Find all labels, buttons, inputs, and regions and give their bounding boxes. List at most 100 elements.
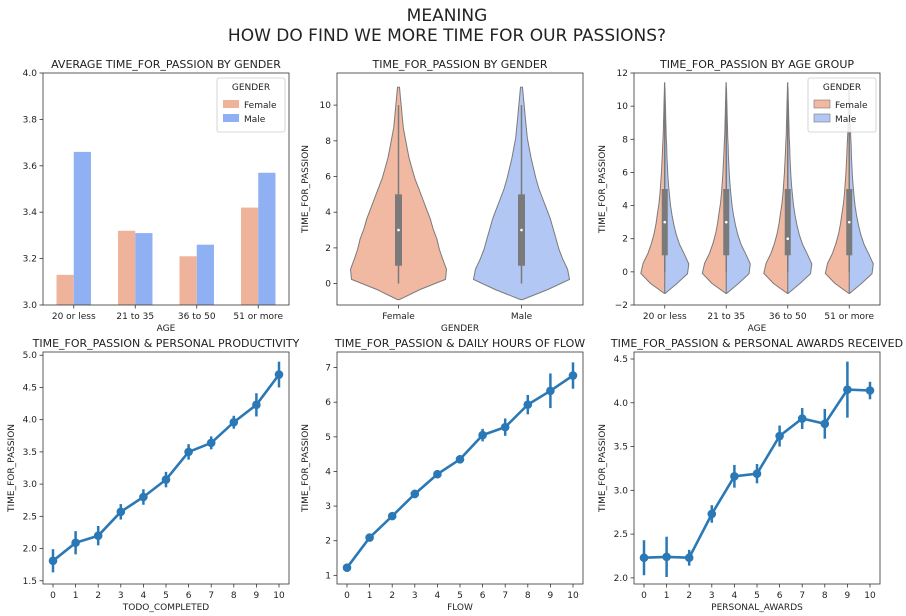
- x-tick-label: 2: [686, 591, 692, 601]
- data-point: [568, 371, 578, 380]
- data-point: [546, 386, 555, 396]
- bar-male: [73, 151, 91, 305]
- data-point: [639, 553, 649, 563]
- axes-frame: [42, 72, 290, 306]
- y-tick-label: 12: [617, 69, 628, 79]
- x-tick-label: 51 or more: [233, 312, 283, 322]
- box-iqr: [784, 189, 791, 256]
- chart-6: 2.0 2.5 3.0 3.5 4.0 4.5 0 1 2 3 4 5 6 7 8 9 10 TIME_FOR_P…: [598, 337, 903, 613]
- x-tick-label: 10: [273, 591, 285, 601]
- chart-title: TIME_FOR_PASSION & DAILY HOURS OF FLOW: [334, 337, 585, 350]
- legend-title: GENDER: [232, 83, 270, 93]
- x-axis-label: FLOW: [447, 603, 473, 613]
- y-tick-label: 0: [622, 268, 628, 278]
- x-tick-label: 0: [344, 591, 350, 601]
- data-point: [523, 400, 533, 409]
- bar-male: [258, 172, 276, 305]
- chart-3: −2 0 2 4 6 8 10 12 20 or less 21 to 35 36 to 50 51 …: [598, 58, 881, 334]
- y-axis-label: TIME_FOR_PASSION: [301, 145, 311, 234]
- y-tick-label: 7: [325, 364, 331, 374]
- data-point: [48, 556, 58, 566]
- x-tick-label: 2: [389, 591, 395, 601]
- y-tick-label: 2.0: [614, 574, 629, 584]
- axes-frame: [633, 72, 881, 306]
- violin-female: [763, 82, 789, 294]
- y-tick-label: 5: [325, 433, 331, 443]
- data-point: [478, 430, 487, 440]
- x-tick-label: 0: [641, 591, 647, 601]
- x-axis-label: AGE: [157, 324, 176, 334]
- x-tick-label: 36 to 50: [178, 312, 216, 322]
- x-tick-label: 21 to 35: [116, 312, 154, 322]
- box-median: [397, 228, 400, 232]
- y-tick-label: 2.5: [23, 512, 37, 522]
- y-tick-label: 3.5: [23, 448, 37, 458]
- y-tick-label: 2: [325, 244, 331, 254]
- y-tick-label: 4.0: [614, 399, 629, 409]
- x-tick-label: 0: [50, 591, 56, 601]
- box-median: [663, 220, 667, 224]
- x-tick-label: 5: [163, 591, 169, 601]
- legend-label: Female: [244, 101, 277, 111]
- legend-swatch: [813, 113, 831, 123]
- data-point: [274, 370, 284, 379]
- y-tick-label: 3.0: [23, 480, 38, 490]
- x-tick-label: 5: [457, 591, 463, 601]
- y-tick-label: 2.0: [23, 545, 38, 555]
- data-point: [206, 438, 216, 448]
- x-tick-label: 4: [732, 591, 738, 601]
- data-point: [93, 531, 103, 540]
- legend-label: Male: [244, 115, 266, 125]
- bar-male: [135, 233, 153, 305]
- bar-male: [196, 244, 214, 305]
- box-median: [786, 237, 790, 241]
- x-tick-label: 3: [118, 591, 124, 601]
- bar-female: [179, 256, 197, 305]
- data-point: [797, 414, 807, 423]
- x-tick-label: 1: [73, 591, 79, 601]
- x-tick-label: 2: [95, 591, 101, 601]
- data-point: [843, 385, 852, 394]
- x-tick-label: 9: [845, 591, 851, 601]
- bar-female: [118, 230, 136, 305]
- y-tick-label: 5.0: [23, 351, 38, 361]
- y-tick-label: 2: [622, 235, 628, 245]
- y-tick-label: 10: [617, 102, 629, 112]
- x-tick-label: 6: [480, 591, 486, 601]
- y-tick-label: −2: [615, 301, 628, 311]
- series-line: [52, 373, 281, 562]
- data-point: [71, 538, 80, 548]
- box-median: [520, 228, 523, 232]
- violin-male: [725, 87, 751, 294]
- y-tick-label: 8: [622, 135, 628, 145]
- x-tick-label: 8: [525, 591, 531, 601]
- y-tick-label: 1.5: [23, 577, 37, 587]
- y-tick-label: 3.0: [614, 486, 629, 496]
- bar-female: [241, 207, 259, 305]
- y-tick-label: 3.6: [23, 162, 38, 172]
- y-tick-label: 6: [325, 398, 331, 408]
- x-tick-label: 20 or less: [643, 312, 687, 322]
- bar-female: [56, 274, 74, 305]
- chart-4: 1.5 2.0 2.5 3.0 3.5 4.0 4.5 5.0 0 1 2 3 4 5 6 7 8 9 10 TIME…: [7, 337, 300, 613]
- y-tick-label: 3.8: [23, 115, 38, 125]
- y-tick-label: 2: [325, 537, 331, 547]
- y-tick-label: 4.0: [23, 416, 38, 426]
- x-tick-label: 9: [254, 591, 260, 601]
- x-tick-label: 36 to 50: [769, 312, 807, 322]
- data-point: [684, 553, 694, 563]
- x-tick-label: 7: [208, 591, 214, 601]
- axes-frame: [42, 351, 290, 585]
- y-tick-label: 4.5: [614, 355, 628, 365]
- data-point: [252, 400, 261, 410]
- data-point: [707, 509, 717, 519]
- violin-female: [640, 82, 666, 294]
- y-tick-label: 6: [622, 168, 628, 178]
- x-tick-label: 10: [567, 591, 579, 601]
- axes-frame: [336, 72, 584, 306]
- series-line: [345, 374, 574, 569]
- axes-frame: [336, 351, 584, 585]
- x-tick-label: Male: [511, 312, 533, 322]
- y-tick-label: 0: [325, 280, 331, 290]
- x-tick-label: 4: [141, 591, 147, 601]
